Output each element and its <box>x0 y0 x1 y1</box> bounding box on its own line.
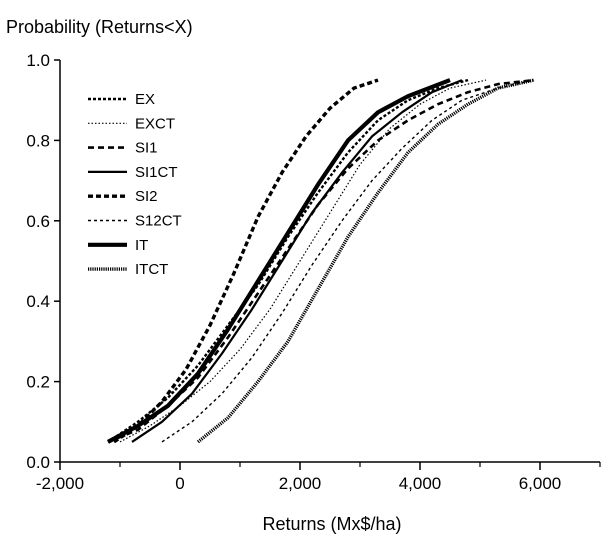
y-axis-title: Probability (Returns<X) <box>6 17 193 37</box>
series-s12ct-line <box>161 79 535 443</box>
x-axis-title: Returns (Mx$/ha) <box>262 514 401 534</box>
axes: 0.0 0.2 0.4 0.6 0.8 1.0 -2,000 0 2,000 4,000 6,000 <box>26 51 601 493</box>
y-tick-label: 0.0 <box>26 453 50 472</box>
y-tick-label: 0.6 <box>26 212 50 231</box>
x-tick-label: 2,000 <box>279 474 322 493</box>
series-exct-line <box>119 79 487 443</box>
legend-label-it: IT <box>135 237 148 254</box>
legend-label-si1ct: SI1CT <box>135 164 178 181</box>
legend-label-exct: EXCT <box>135 115 175 132</box>
x-tick-label: -2,000 <box>36 474 84 493</box>
legend: EX EXCT SI1 SI1CT SI2 S12CT IT ITCT <box>88 91 182 278</box>
series-ex-line <box>107 78 469 443</box>
legend-label-s12ct: S12CT <box>135 213 182 230</box>
series-layer <box>107 78 535 444</box>
x-tick-label: 4,000 <box>399 474 442 493</box>
series-si1ct-line <box>131 79 463 443</box>
x-tick-label: 6,000 <box>519 474 562 493</box>
series-si2-line <box>113 78 379 444</box>
legend-label-si1: SI1 <box>135 140 158 157</box>
legend-label-ex: EX <box>135 91 155 108</box>
y-tick-label: 0.4 <box>26 292 50 311</box>
series-itct-line <box>196 78 535 444</box>
legend-label-si2: SI2 <box>135 188 158 205</box>
y-tick-label: 0.8 <box>26 131 50 150</box>
y-tick-label: 1.0 <box>26 51 50 70</box>
x-tick-label: 0 <box>175 474 184 493</box>
legend-label-itct: ITCT <box>135 261 168 278</box>
series-it-line <box>107 78 451 444</box>
y-tick-label: 0.2 <box>26 373 50 392</box>
